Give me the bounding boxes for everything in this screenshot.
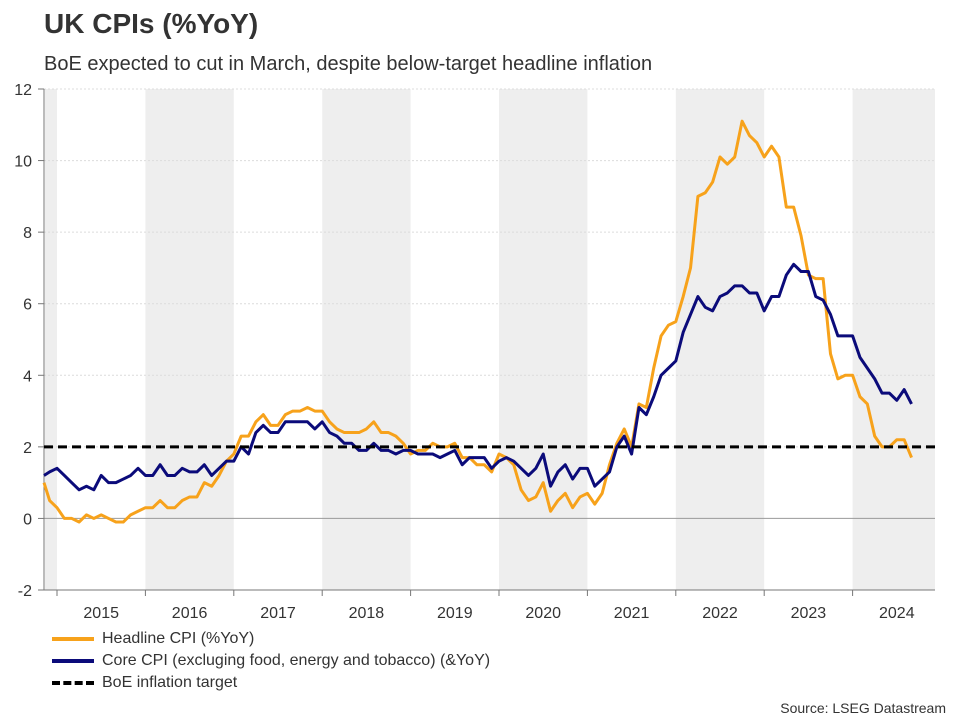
y-tick-label: 6 <box>23 297 32 314</box>
x-tick-label: 2020 <box>525 605 561 622</box>
y-tick-label: 8 <box>23 225 32 242</box>
y-tick-label: 12 <box>14 82 32 99</box>
core-cpi-line <box>43 262 913 492</box>
y-tick-label: 10 <box>14 154 32 171</box>
source-note: Source: LSEG Datastream <box>780 700 946 716</box>
y-tick-label: 4 <box>23 368 32 385</box>
shaded-band-2014 <box>45 89 57 590</box>
x-tick-label: 2018 <box>349 605 385 622</box>
chart-title: UK CPIs (%YoY) <box>44 8 259 39</box>
y-tick-label: 0 <box>23 511 32 528</box>
legend-swatch-target <box>52 681 94 685</box>
legend-swatch-headline <box>52 637 94 641</box>
legend-swatch-core <box>52 659 94 663</box>
legend-label-core: Core CPI (excluging food, energy and tob… <box>102 652 491 669</box>
y-tick-label: -2 <box>18 583 32 600</box>
chart-subtitle: BoE expected to cut in March, despite be… <box>44 53 653 75</box>
x-tick-label: 2023 <box>791 605 827 622</box>
legend-label-target: BoE inflation target <box>102 674 238 691</box>
shaded-band-2022 <box>675 89 765 590</box>
x-tick-label: 2015 <box>83 605 119 622</box>
x-tick-label: 2021 <box>614 605 650 622</box>
legend-label-headline: Headline CPI (%YoY) <box>102 630 255 647</box>
shaded-band-2016 <box>145 89 234 590</box>
shaded-band-2020 <box>499 89 588 590</box>
shaded-band-2018 <box>322 89 411 590</box>
legend: Headline CPI (%YoY) Core CPI (excluging … <box>52 628 490 694</box>
legend-item-headline: Headline CPI (%YoY) <box>52 628 490 650</box>
headline-cpi-line <box>42 119 913 524</box>
x-tick-label: 2016 <box>172 605 208 622</box>
x-tick-label: 2024 <box>879 605 915 622</box>
x-tick-label: 2019 <box>437 605 473 622</box>
y-tick-label: 2 <box>23 440 32 457</box>
x-tick-label: 2017 <box>260 605 296 622</box>
legend-item-core: Core CPI (excluging food, energy and tob… <box>52 650 490 672</box>
shaded-band-2024 <box>852 89 935 590</box>
x-tick-label: 2022 <box>702 605 738 622</box>
legend-item-target: BoE inflation target <box>52 672 490 694</box>
